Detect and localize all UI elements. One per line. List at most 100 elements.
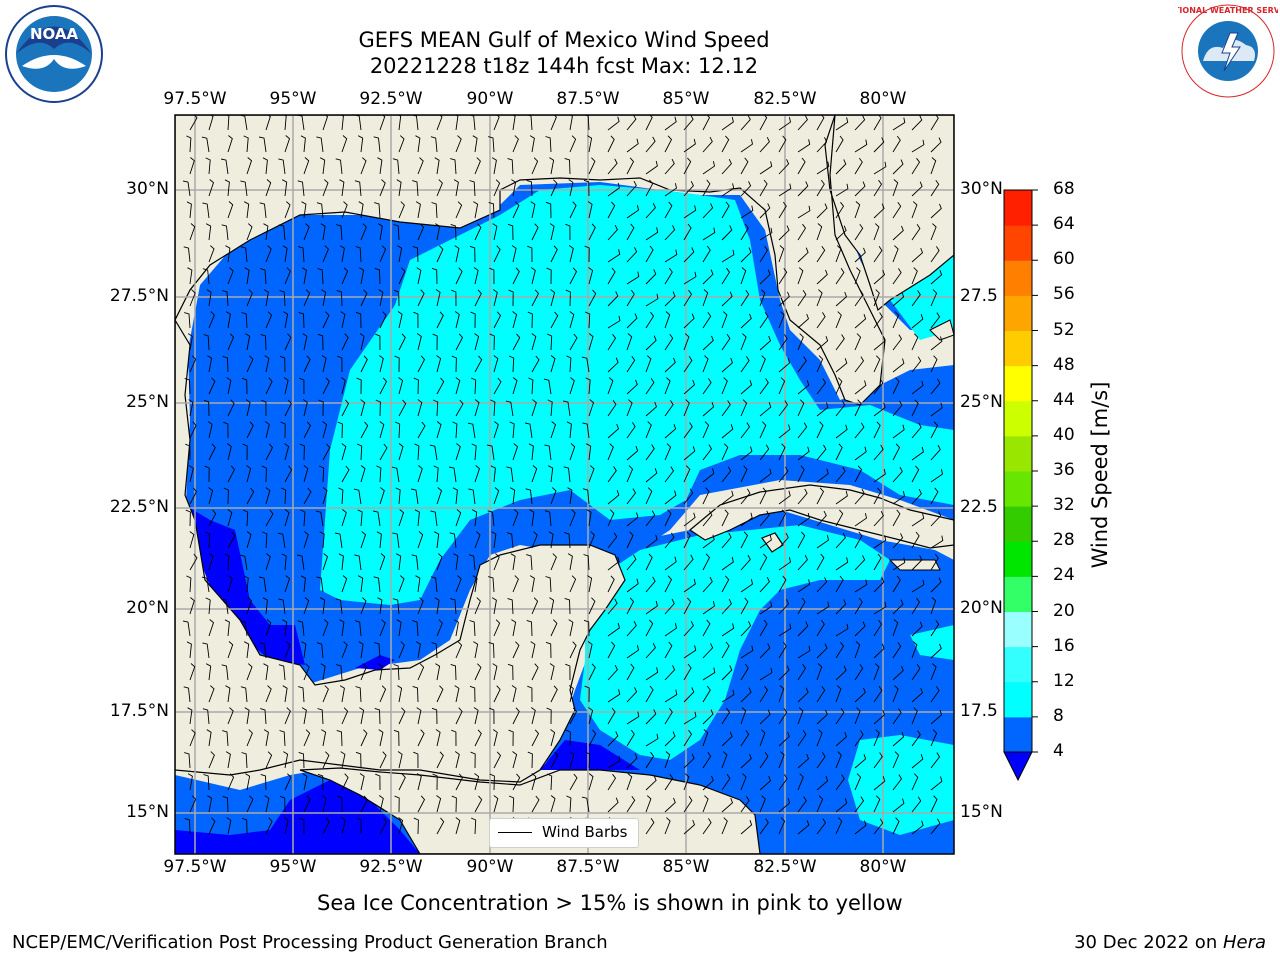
wind-barb-967: [316, 642, 324, 659]
wind-barb-841: [201, 576, 210, 593]
wind-barb-224: [645, 227, 659, 241]
wind-barb-93: [434, 157, 440, 175]
wind-barb-493: [436, 377, 445, 395]
wind-barb-38: [911, 115, 923, 131]
wind-barb-771: [392, 532, 400, 549]
wind-barb-530: [375, 399, 381, 417]
wind-barb-862: [607, 575, 615, 593]
wind-barb-345: [664, 291, 676, 307]
wind-barb-808: [338, 553, 344, 571]
wind-barb-404: [260, 333, 267, 351]
wind-barb-1234: [835, 774, 845, 791]
wind-barb-376: [493, 311, 502, 329]
wind-barb-1236: [873, 776, 886, 791]
wind-barb-879: [930, 577, 942, 593]
wind-barb-763: [246, 531, 252, 549]
wind-barb-1068: [721, 689, 735, 703]
wind-barb-272: [797, 247, 809, 263]
wind-barb-525: [284, 399, 292, 417]
wind-barb-936: [493, 619, 501, 637]
wind-barb-645: [284, 465, 293, 483]
wind-barb-833: [816, 553, 825, 571]
wind-barb-1129: [360, 729, 368, 747]
wind-barb-1248: [337, 795, 343, 813]
wind-barb-305: [664, 267, 673, 285]
wind-barb-124: [265, 179, 272, 197]
wind-barb-1101: [588, 707, 594, 725]
wind-barb-142: [607, 182, 620, 197]
wind-barb-230: [759, 227, 773, 241]
caption: Sea Ice Concentration > 15% is shown in …: [317, 891, 903, 915]
colorbar-under-arrow: [1003, 751, 1033, 782]
wind-barb-747: [702, 510, 713, 527]
map-plot-area: [175, 115, 954, 854]
wind-barb-690: [379, 487, 385, 505]
wind-barb-1065: [664, 689, 678, 703]
wind-barb-112: [797, 157, 806, 175]
wind-barb-913: [816, 601, 830, 615]
wind-barb-288: [341, 267, 349, 285]
wind-barb-1182: [607, 755, 621, 769]
wind-barb-1204: [260, 773, 267, 791]
wind-barb-344: [645, 293, 659, 307]
wind-barb-836: [873, 553, 882, 571]
wind-barb-777: [506, 532, 514, 549]
wind-barb-847: [316, 576, 324, 593]
wind-barb-335: [474, 289, 482, 307]
wind-barb-275: [854, 247, 866, 263]
wind-barb-1318: [911, 820, 924, 835]
wind-barb-541: [588, 399, 595, 417]
wind-barb-998: [911, 641, 918, 659]
wind-barb-870: [759, 577, 770, 593]
wind-barb-944: [645, 619, 654, 637]
wind-barb-54: [455, 135, 462, 153]
wind-barb-831: [778, 557, 792, 571]
wind-barb-849: [357, 575, 364, 593]
wind-barb-252: [412, 245, 419, 263]
wind-barb-285: [284, 267, 291, 285]
lon-tick-top-2: 92.5°W: [359, 89, 423, 109]
wind-barb-63: [626, 138, 639, 153]
wind-barb-278: [911, 247, 924, 263]
wind-barb-1093: [431, 707, 438, 725]
wind-barb-325: [279, 290, 286, 307]
wind-barb-941: [583, 619, 590, 637]
wind-barb-874: [835, 575, 844, 593]
wind-barb-520: [188, 399, 194, 417]
wind-barb-773: [433, 531, 440, 549]
wind-barb-928: [339, 619, 345, 637]
colorbar-swatch-0: [1004, 716, 1032, 753]
wind-barb-980: [569, 641, 577, 659]
lat-tick-right-3: 22.5: [960, 497, 998, 517]
wind-barb-161: [202, 202, 210, 219]
wind-barb-52: [415, 135, 421, 153]
wind-barb-1254: [451, 795, 457, 813]
lon-tick-bottom-2: 92.5°W: [359, 857, 423, 877]
wind-barb-1215: [474, 773, 480, 791]
wind-barb-685: [280, 487, 287, 505]
wind-barb-145: [664, 183, 678, 197]
wind-barb-1294: [455, 817, 461, 835]
wind-barb-1109: [740, 707, 747, 725]
wind-barb-725: [284, 509, 290, 527]
wind-barb-1226: [683, 773, 690, 791]
wind-barb-1195: [854, 754, 867, 769]
wind-barb-371: [397, 311, 403, 329]
wind-barb-270: [759, 245, 769, 263]
wind-barb-203: [246, 223, 253, 241]
lon-tick-top-0: 97.5°W: [163, 89, 227, 109]
wind-barb-632: [797, 446, 810, 461]
wind-barb-733: [430, 510, 438, 527]
wind-barb-893: [434, 597, 440, 615]
wind-barb-627: [702, 444, 713, 461]
wind-barb-400: [187, 333, 193, 351]
wind-barb-309: [740, 267, 747, 285]
wind-barb-705: [664, 490, 677, 505]
wind-barb-232: [797, 223, 807, 241]
legend-label: Wind Barbs: [542, 823, 628, 841]
wind-barb-193: [816, 203, 828, 219]
wind-barb-556: [873, 402, 886, 417]
wind-barb-537: [505, 400, 514, 417]
wind-barb-374: [454, 311, 460, 329]
wind-barb-960: [186, 641, 192, 659]
